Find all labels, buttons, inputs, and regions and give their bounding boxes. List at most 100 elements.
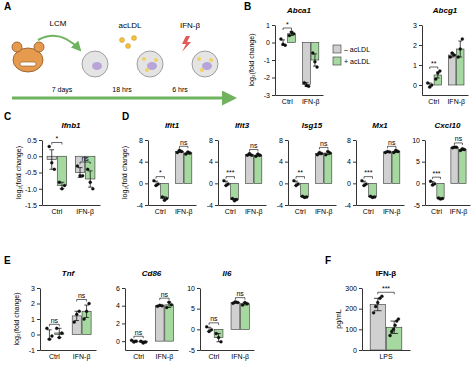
- x-axis-line: [357, 205, 405, 206]
- mouse-ear: [34, 42, 44, 52]
- acldl-particle: [126, 44, 131, 49]
- y-tick: -1.0: [25, 185, 42, 192]
- error-bar-cap: [428, 87, 432, 88]
- error-bar-stem: [314, 54, 315, 66]
- y-tick-label: -1.5: [25, 202, 37, 209]
- x-tick: IFN-β: [450, 208, 468, 216]
- lipid-droplet: [209, 58, 213, 62]
- y-axis-line: [200, 289, 201, 351]
- data-point: [165, 306, 168, 309]
- y-tick: 2: [413, 42, 422, 49]
- error-bar-stem: [437, 72, 438, 78]
- y-tick-label: 10: [412, 137, 420, 144]
- diagram: LCMacLDLIFN-β7 days18 hrs6 hrs: [12, 19, 234, 98]
- plot-marks: [152, 149, 191, 202]
- error-bar-stem: [454, 146, 455, 148]
- y-tick-mark: [39, 173, 42, 174]
- data-point: [91, 187, 94, 190]
- y-axis-title: log₂(fold change): [248, 34, 256, 87]
- acldl-particle: [132, 36, 137, 41]
- error-bar-cap: [167, 302, 171, 303]
- x-tick-label: Ctrl: [208, 353, 219, 360]
- y-tick: 6: [116, 285, 125, 292]
- y-tick-label: 200: [345, 305, 357, 312]
- significance-bracket: [179, 146, 187, 148]
- y-axis: -4048: [345, 137, 357, 209]
- data-point: [372, 311, 375, 314]
- y-tick-label: -4: [137, 202, 143, 209]
- significance-bracket: [80, 162, 90, 164]
- significance-label: ns: [78, 292, 86, 299]
- y-tick-label: 0.5: [27, 137, 37, 144]
- y-tick-label: 0: [413, 82, 417, 89]
- cell-nucleus: [92, 62, 102, 70]
- data-point: [227, 182, 230, 185]
- y-tick-mark: [39, 205, 42, 206]
- y-tick-mark: [272, 43, 275, 44]
- data-point: [311, 52, 314, 55]
- x-tick-label: IFN-β: [315, 208, 333, 216]
- y-tick: 0: [139, 180, 148, 187]
- y-tick: 0: [279, 180, 288, 187]
- error-bar-stem: [394, 321, 395, 333]
- x-tick-label: IFN-β: [156, 353, 174, 361]
- y-tick-mark: [353, 205, 356, 206]
- data-point: [373, 195, 376, 198]
- chart-title: Mx1: [372, 121, 388, 130]
- bar: [57, 156, 66, 185]
- data-point: [205, 325, 208, 328]
- data-point: [397, 150, 400, 153]
- y-axis-line: [362, 289, 363, 351]
- data-point: [329, 152, 332, 155]
- y-tick-label: 1: [413, 62, 417, 69]
- chart-panel: 0246CtrlIFN-βnsnsCd86: [116, 269, 178, 361]
- y-tick-label: -1: [264, 57, 270, 64]
- error-bar-stem: [218, 333, 219, 341]
- chart-panel: -4048CtrlIFN-β*nsIfit1log₂(fold change): [121, 121, 197, 216]
- panel-label: E: [4, 255, 11, 266]
- x-tick: IFN-β: [76, 208, 94, 216]
- panel-label: D: [122, 111, 129, 122]
- x-axis-line: [276, 95, 324, 96]
- x-tick-label: IFN-β: [383, 208, 401, 216]
- x-tick: LPS: [379, 353, 393, 360]
- y-tick: 4: [347, 158, 356, 165]
- significance-label: ns: [250, 142, 258, 149]
- y-tick-mark: [197, 350, 200, 351]
- error-bar-cap: [374, 298, 382, 299]
- y-tick-label: 8: [347, 137, 351, 144]
- y-tick-label: 300: [345, 285, 357, 292]
- significance-bracket: [378, 292, 394, 294]
- significance-bracket: [430, 67, 438, 69]
- x-tick-label: IFN-β: [175, 208, 193, 216]
- plot-marks: [429, 145, 466, 200]
- data-point: [236, 301, 239, 304]
- y-tick-label: 0: [209, 180, 213, 187]
- y-tick-mark: [353, 162, 356, 163]
- y-axis-title: pg/mL: [335, 309, 343, 329]
- error-bar-cap: [374, 310, 382, 311]
- x-axis-line: [363, 350, 411, 351]
- x-axis-line: [126, 350, 179, 351]
- error-bar: [374, 298, 382, 310]
- y-tick: 5: [191, 305, 200, 312]
- x-tick-label: IFN-β: [245, 208, 263, 216]
- y-tick: 1: [31, 316, 40, 323]
- legend-entry: + acLDL: [333, 57, 370, 65]
- significance-label: ns: [455, 135, 463, 142]
- y-tick-label: 0: [191, 326, 195, 333]
- chart-panel: -4048CtrlIFN-β***nsIfit3: [207, 121, 267, 216]
- treatment-label: IFN-β: [180, 21, 201, 30]
- y-tick-label: 8: [209, 137, 213, 144]
- x-tick-label: Ctrl: [431, 208, 442, 215]
- error-bar-stem: [86, 305, 87, 317]
- y-tick-mark: [37, 288, 40, 289]
- x-axis-line: [289, 205, 337, 206]
- y-tick-label: -5: [189, 347, 195, 354]
- y-tick-label: 5: [416, 158, 420, 165]
- bar: [316, 154, 324, 184]
- y-tick-mark: [422, 183, 425, 184]
- y-axis: -10123: [29, 285, 41, 354]
- y-tick-mark: [39, 156, 42, 157]
- data-point: [324, 153, 327, 156]
